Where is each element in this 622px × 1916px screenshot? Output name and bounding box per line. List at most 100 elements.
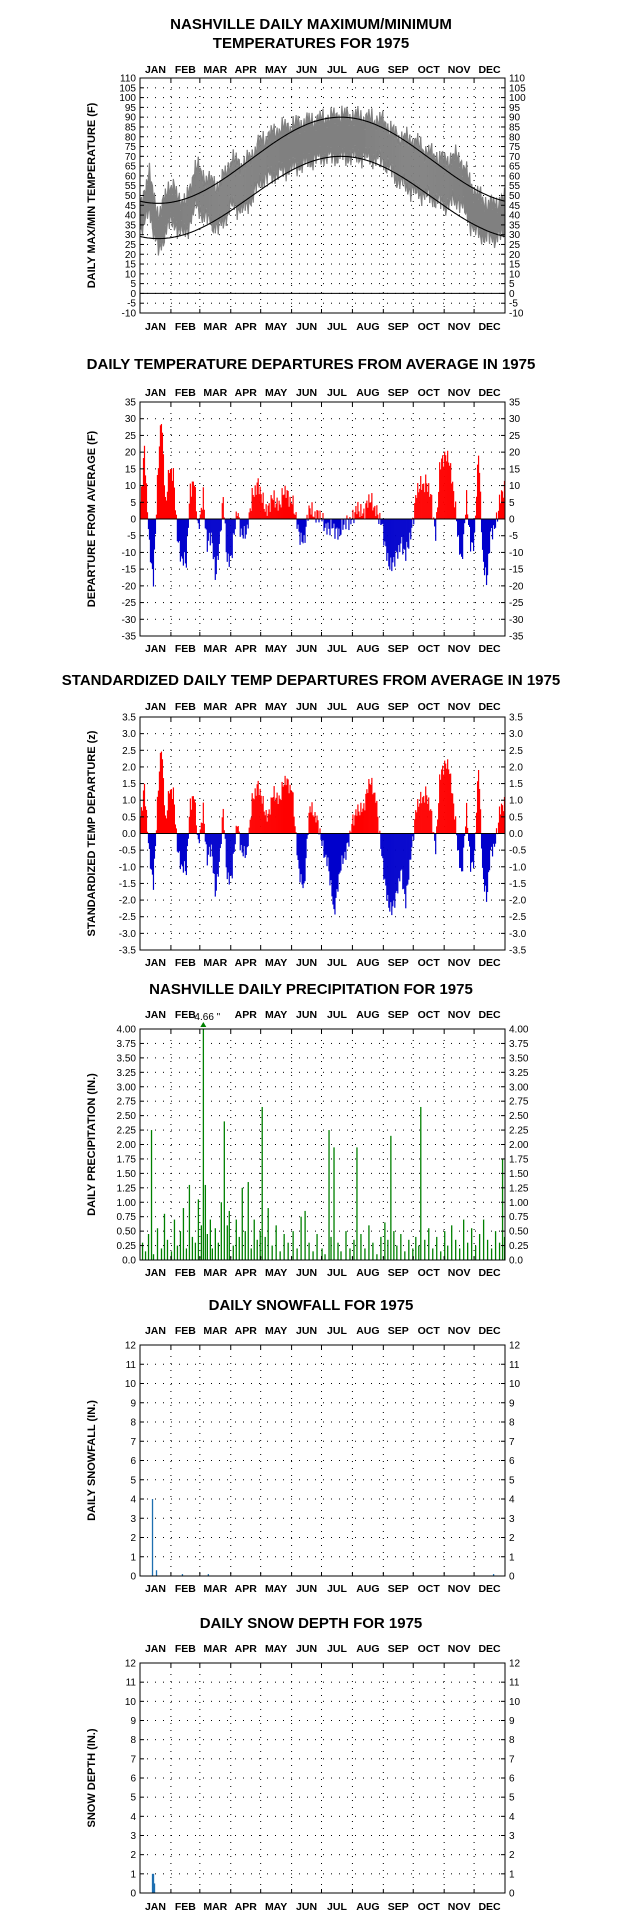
grid-dot [371, 97, 372, 99]
grid-dot [412, 476, 414, 477]
grid-dot [331, 451, 332, 453]
grid-dot [291, 215, 293, 216]
departure-bar-above [366, 500, 368, 519]
departure-bar-below [473, 833, 476, 851]
grid-dot [427, 1245, 428, 1247]
departure-bar-above [466, 490, 468, 519]
grid-dot [171, 451, 172, 453]
departure-bar-above [175, 828, 178, 834]
departure-bar-below [346, 833, 348, 844]
grid-dot [147, 1245, 148, 1247]
departure-bar-below [382, 833, 384, 859]
grid-dot [321, 630, 323, 631]
grid-dot [412, 812, 414, 813]
grid-dot [170, 462, 172, 463]
grid-dot [155, 195, 156, 196]
grid-dot [443, 849, 444, 851]
grid-dot [267, 501, 268, 503]
grid-dot [382, 434, 384, 435]
grid-dot [387, 451, 388, 453]
grid-dot [291, 896, 293, 897]
grid-dot [170, 847, 172, 848]
month-label-top: MAR [203, 387, 227, 399]
grid-dot [331, 87, 332, 89]
departure-bar-above [222, 808, 224, 834]
departure-bar-below [208, 519, 210, 533]
departure-bar-above [351, 823, 353, 834]
grid-dot [147, 302, 148, 304]
grid-dot [363, 602, 364, 604]
grid-dot [363, 916, 364, 918]
y-tick-label-right: 5 [509, 279, 515, 290]
grid-dot [387, 253, 388, 255]
grid-dot [179, 1216, 180, 1218]
grid-dot [203, 618, 204, 620]
grid-dot [321, 236, 323, 237]
grid-dot [483, 116, 484, 118]
grid-dot [451, 126, 452, 128]
grid-dot [155, 175, 156, 177]
grid-dot [211, 418, 212, 420]
departure-bar-below [380, 519, 382, 526]
grid-dot [291, 490, 293, 491]
grid-dot [475, 434, 476, 436]
grid-dot [195, 733, 196, 735]
grid-dot [395, 618, 396, 620]
grid-dot [291, 448, 293, 449]
grid-dot [339, 899, 340, 901]
departure-bar-above [415, 810, 417, 834]
grid-dot [382, 236, 384, 237]
grid-dot [235, 468, 236, 470]
grid-dot [291, 932, 292, 934]
grid-dot [473, 889, 475, 890]
grid-dot [411, 136, 412, 138]
month-label-bottom: MAR [203, 643, 227, 655]
grid-dot [291, 560, 293, 561]
grid-dot [339, 234, 340, 236]
grid-dot [473, 630, 475, 631]
grid-dot [427, 882, 428, 884]
grid-dot [443, 861, 445, 862]
grid-dot [473, 728, 475, 729]
grid-dot [199, 532, 201, 533]
grid-dot [291, 180, 293, 181]
grid-dot [307, 302, 308, 304]
grid-dot [195, 783, 196, 785]
departure-bar-below [302, 833, 304, 889]
departure-bar-below [307, 519, 309, 521]
grid-dot [467, 568, 468, 570]
grid-dot [321, 299, 323, 300]
grid-dot [483, 916, 484, 918]
grid-dot [275, 849, 276, 851]
departure-bar-above [447, 759, 449, 834]
grid-dot [467, 618, 468, 620]
grid-dot [382, 441, 384, 442]
grid-dot [347, 87, 348, 89]
grid-dot [307, 87, 308, 89]
grid-dot [443, 224, 444, 226]
grid-dot [291, 273, 292, 275]
grid-dot [443, 899, 444, 901]
grid-dot [227, 97, 228, 99]
grid-dot [219, 451, 220, 453]
departure-bar-below [153, 833, 156, 859]
grid-dot [260, 567, 262, 568]
grid-dot [199, 567, 201, 568]
grid-dot [363, 866, 364, 868]
grid-dot [275, 1230, 276, 1232]
grid-dot [467, 733, 468, 735]
grid-dot [499, 849, 500, 851]
grid-dot [451, 618, 452, 620]
departure-bar-above [311, 502, 313, 519]
grid-dot [371, 733, 372, 735]
grid-dot [230, 903, 232, 904]
grid-dot [323, 175, 324, 177]
grid-dot [199, 924, 201, 925]
grid-dot [435, 434, 436, 436]
grid-dot [411, 97, 412, 99]
grid-dot [235, 866, 236, 868]
grid-dot [331, 185, 332, 187]
grid-dot [499, 916, 500, 918]
grid-dot [307, 1201, 308, 1203]
